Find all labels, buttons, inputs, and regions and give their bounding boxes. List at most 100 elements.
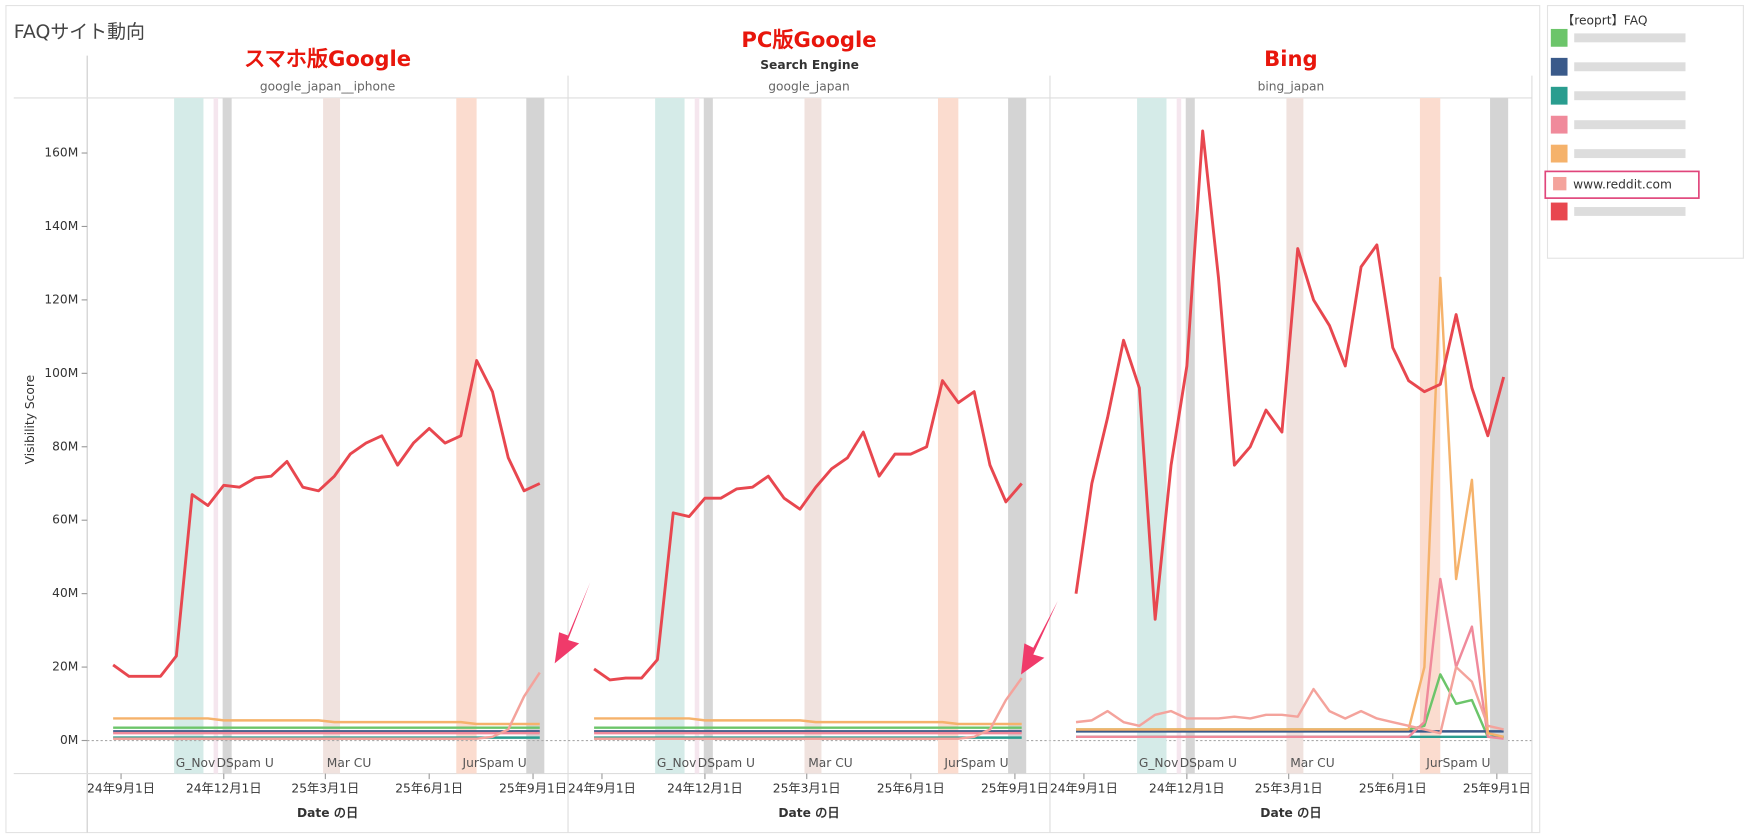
event-band xyxy=(1176,97,1182,774)
x-tick-label: 24年9月1日 xyxy=(568,782,636,796)
event-band xyxy=(937,97,959,774)
y-tick-label: 60M xyxy=(52,513,78,527)
header-label: Search Engine xyxy=(760,58,859,72)
series-line xyxy=(593,379,1023,682)
series-line xyxy=(1074,129,1506,621)
y-tick-label: 0M xyxy=(60,733,78,747)
x-tick-label: 25年9月1日 xyxy=(981,782,1049,796)
legend-blurred-label xyxy=(1574,91,1686,101)
x-tick-label: 25年6月1日 xyxy=(877,782,945,796)
legend-swatch xyxy=(1550,57,1568,76)
arrow xyxy=(554,582,591,664)
series-line xyxy=(113,717,540,726)
legend-swatch xyxy=(1550,28,1568,47)
event-label: Mar CU xyxy=(327,756,371,770)
event-label: G_Nov xyxy=(1139,756,1178,770)
y-tick-label: 140M xyxy=(44,219,78,233)
event-band xyxy=(804,97,822,774)
legend-title: 【reoprt】FAQ xyxy=(1562,14,1648,28)
event-label: DSpam U xyxy=(698,756,755,770)
y-tick-label: 100M xyxy=(44,366,78,380)
y-tick-label: 120M xyxy=(44,292,78,306)
y-tick-label: 160M xyxy=(44,146,78,160)
event-band xyxy=(1286,97,1304,774)
facet-label: bing_japan xyxy=(1258,79,1325,93)
legend-highlight xyxy=(1544,170,1700,199)
x-tick-label: 24年9月1日 xyxy=(1050,782,1118,796)
dashboard-title: FAQサイト動向 xyxy=(14,21,145,43)
legend-swatch xyxy=(1550,144,1568,163)
series-line xyxy=(1075,665,1504,735)
event-band xyxy=(456,97,477,774)
legend-swatch xyxy=(1550,202,1568,221)
event-band xyxy=(323,97,341,774)
legend-swatch xyxy=(1550,115,1568,134)
event-band xyxy=(1419,97,1441,774)
legend-swatch xyxy=(1553,176,1567,191)
event-label: G_Nov xyxy=(657,756,696,770)
series-line xyxy=(113,671,541,740)
legend-frame xyxy=(1546,5,1744,259)
x-tick-label: 25年6月1日 xyxy=(1359,782,1427,796)
x-axis-title: Date の日 xyxy=(297,806,358,820)
legend-swatch xyxy=(1550,86,1568,105)
x-tick-label: 25年3月1日 xyxy=(773,782,841,796)
event-band xyxy=(655,97,685,774)
event-band xyxy=(222,97,232,774)
x-tick-label: 25年6月1日 xyxy=(395,782,463,796)
x-tick-label: 24年12月1日 xyxy=(667,782,743,796)
x-tick-label: 25年3月1日 xyxy=(1255,782,1323,796)
facet-heading: Bing xyxy=(1264,46,1318,71)
event-band xyxy=(1185,97,1195,774)
event-band xyxy=(703,97,713,774)
event-label: JurSpam U xyxy=(462,756,527,770)
facet-label: google_japan xyxy=(768,79,849,93)
series-line xyxy=(112,359,541,678)
event-label: JurSpam U xyxy=(1425,756,1490,770)
facet-heading: スマホ版Google xyxy=(244,46,411,71)
event-band xyxy=(174,97,204,774)
x-axis-title: Date の日 xyxy=(1260,806,1321,820)
legend-blurred-label xyxy=(1574,149,1686,159)
series-line xyxy=(1076,577,1504,740)
facet-heading: PC版Google xyxy=(741,27,876,52)
y-axis-title: Visibility Score xyxy=(23,375,37,464)
bands xyxy=(13,55,1533,833)
x-tick-label: 24年12月1日 xyxy=(1149,782,1225,796)
event-band xyxy=(213,97,219,774)
labels: スマホ版Google google_japan__iphone Date の日 G_N… xyxy=(23,27,1700,820)
chart-frame xyxy=(5,5,1541,834)
x-tick-label: 24年9月1日 xyxy=(87,782,155,796)
x-axis-title: Date の日 xyxy=(778,806,839,820)
event-band xyxy=(694,97,700,774)
lines xyxy=(112,129,1506,740)
facet-label: google_japan__iphone xyxy=(260,79,395,93)
legend-label: www.reddit.com xyxy=(1573,177,1672,191)
legend-blurred-label xyxy=(1574,62,1686,72)
series-line xyxy=(594,717,1022,726)
series-line xyxy=(1076,276,1504,739)
x-tick-label: 25年9月1日 xyxy=(499,782,567,796)
y-tick-label: 20M xyxy=(52,660,78,674)
series-line xyxy=(594,677,1023,740)
event-label: Mar CU xyxy=(808,756,852,770)
legend-blurred-label xyxy=(1574,120,1686,130)
event-label: G_Nov xyxy=(176,756,215,770)
x-tick-label: 24年12月1日 xyxy=(186,782,262,796)
event-label: DSpam U xyxy=(217,756,274,770)
x-tick-label: 25年9月1日 xyxy=(1463,782,1531,796)
event-band xyxy=(1008,97,1027,774)
y-tick-label: 40M xyxy=(52,586,78,600)
y-tick-label: 80M xyxy=(52,439,78,453)
arrow xyxy=(1021,601,1058,675)
x-tick-label: 25年3月1日 xyxy=(291,782,359,796)
event-band xyxy=(1490,97,1509,774)
event-label: DSpam U xyxy=(1180,756,1237,770)
legend-blurred-label xyxy=(1574,207,1686,216)
event-label: Mar CU xyxy=(1290,756,1334,770)
legend-blurred-label xyxy=(1574,33,1686,43)
event-band xyxy=(526,97,545,774)
event-label: JurSpam U xyxy=(943,756,1008,770)
